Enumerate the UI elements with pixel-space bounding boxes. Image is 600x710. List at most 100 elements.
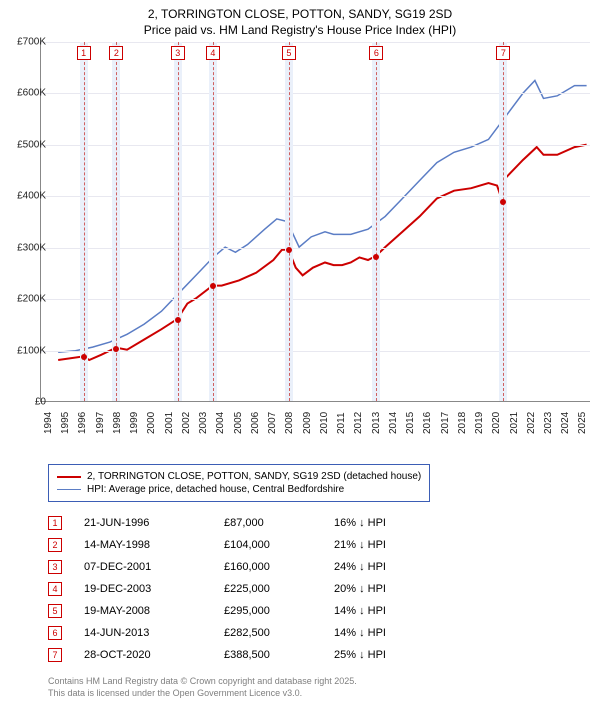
x-tick-label: 2009 (302, 412, 313, 434)
x-tick-label: 2025 (577, 412, 588, 434)
x-tick-label: 1999 (129, 412, 140, 434)
row-price: £160,000 (224, 561, 334, 573)
gridline-h (41, 93, 590, 94)
x-tick-label: 2011 (336, 412, 347, 434)
sale-dot (81, 354, 87, 360)
row-price: £225,000 (224, 583, 334, 595)
footer-line-1: Contains HM Land Registry data © Crown c… (48, 676, 357, 688)
y-tick-label: £200K (17, 294, 46, 305)
row-date: 19-MAY-2008 (84, 605, 224, 617)
gridline-h (41, 196, 590, 197)
row-diff: 14% ↓ HPI (334, 605, 454, 617)
row-diff: 21% ↓ HPI (334, 539, 454, 551)
x-tick-label: 2021 (509, 412, 520, 434)
marker-line (213, 42, 214, 401)
marker-number-box: 3 (171, 46, 185, 60)
row-marker: 6 (48, 626, 62, 640)
x-tick-label: 2022 (526, 412, 537, 434)
marker-number-box: 1 (77, 46, 91, 60)
gridline-h (41, 351, 590, 352)
marker-line (376, 42, 377, 401)
y-tick-label: £700K (17, 37, 46, 48)
y-tick-label: £100K (17, 345, 46, 356)
x-tick-label: 1998 (112, 412, 123, 434)
table-row: 2 14-MAY-1998£104,00021% ↓ HPI (48, 534, 454, 556)
y-tick-label: £600K (17, 88, 46, 99)
x-tick-label: 1995 (60, 412, 71, 434)
x-tick-label: 2003 (198, 412, 209, 434)
row-diff: 25% ↓ HPI (334, 649, 454, 661)
legend-label-hpi: HPI: Average price, detached house, Cent… (87, 484, 344, 495)
table-row: 307-DEC-2001£160,00024% ↓ HPI (48, 556, 454, 578)
marker-number-box: 2 (109, 46, 123, 60)
x-tick-label: 1997 (95, 412, 106, 434)
legend-row-hpi: HPI: Average price, detached house, Cent… (57, 484, 421, 495)
row-date: 21-JUN-1996 (84, 517, 224, 529)
y-tick-label: £300K (17, 242, 46, 253)
marker-number-box: 7 (496, 46, 510, 60)
row-price: £388,500 (224, 649, 334, 661)
footer-line-2: This data is licensed under the Open Gov… (48, 688, 357, 700)
gridline-h (41, 248, 590, 249)
x-tick-label: 2018 (457, 412, 468, 434)
row-date: 19-DEC-2003 (84, 583, 224, 595)
marker-line (503, 42, 504, 401)
x-tick-label: 2001 (164, 412, 175, 434)
sale-dot (286, 247, 292, 253)
x-tick-label: 2016 (422, 412, 433, 434)
x-tick-label: 1994 (43, 412, 54, 434)
x-tick-label: 2013 (371, 412, 382, 434)
footer: Contains HM Land Registry data © Crown c… (48, 676, 357, 699)
row-marker: 7 (48, 648, 62, 662)
title-line-1: 2, TORRINGTON CLOSE, POTTON, SANDY, SG19… (0, 6, 600, 22)
marker-line (289, 42, 290, 401)
legend-label-price: 2, TORRINGTON CLOSE, POTTON, SANDY, SG19… (87, 471, 421, 482)
x-tick-label: 2015 (405, 412, 416, 434)
legend-swatch-price (57, 476, 81, 478)
row-date: 14-JUN-2013 (84, 627, 224, 639)
row-marker: 1 (48, 516, 62, 530)
x-tick-label: 2023 (543, 412, 554, 434)
x-tick-label: 2024 (560, 412, 571, 434)
x-tick-label: 2019 (474, 412, 485, 434)
gridline-h (41, 299, 590, 300)
x-tick-label: 2002 (181, 412, 192, 434)
sale-dot (373, 254, 379, 260)
marker-number-box: 5 (282, 46, 296, 60)
row-marker: 5 (48, 604, 62, 618)
x-tick-label: 2005 (233, 412, 244, 434)
row-date: 07-DEC-2001 (84, 561, 224, 573)
sale-dot (210, 283, 216, 289)
sales-table: 121-JUN-1996£87,00016% ↓ HPI214-MAY-1998… (48, 512, 454, 666)
x-tick-label: 2006 (250, 412, 261, 434)
chart-container: 2, TORRINGTON CLOSE, POTTON, SANDY, SG19… (0, 0, 600, 710)
table-row: 728-OCT-2020£388,50025% ↓ HPI (48, 644, 454, 666)
legend-row-price: 2, TORRINGTON CLOSE, POTTON, SANDY, SG19… (57, 471, 421, 482)
marker-line (178, 42, 179, 401)
x-tick-label: 2010 (319, 412, 330, 434)
x-tick-label: 2014 (388, 412, 399, 434)
row-price: £282,500 (224, 627, 334, 639)
row-date: 14-MAY-1998 (84, 539, 224, 551)
row-marker: 3 (48, 560, 62, 574)
x-tick-label: 2007 (267, 412, 278, 434)
x-tick-label: 2000 (146, 412, 157, 434)
y-tick-label: £400K (17, 191, 46, 202)
x-tick-label: 2004 (215, 412, 226, 434)
gridline-h (41, 145, 590, 146)
title-block: 2, TORRINGTON CLOSE, POTTON, SANDY, SG19… (0, 0, 600, 38)
row-diff: 20% ↓ HPI (334, 583, 454, 595)
x-tick-label: 1996 (77, 412, 88, 434)
legend-swatch-hpi (57, 489, 81, 490)
marker-number-box: 6 (369, 46, 383, 60)
row-diff: 16% ↓ HPI (334, 517, 454, 529)
marker-line (84, 42, 85, 401)
legend: 2, TORRINGTON CLOSE, POTTON, SANDY, SG19… (48, 464, 430, 502)
gridline-h (41, 42, 590, 43)
row-price: £104,000 (224, 539, 334, 551)
table-row: 519-MAY-2008£295,00014% ↓ HPI (48, 600, 454, 622)
y-tick-label: £500K (17, 139, 46, 150)
marker-number-box: 4 (206, 46, 220, 60)
row-marker: 2 (48, 538, 62, 552)
x-tick-label: 2012 (353, 412, 364, 434)
